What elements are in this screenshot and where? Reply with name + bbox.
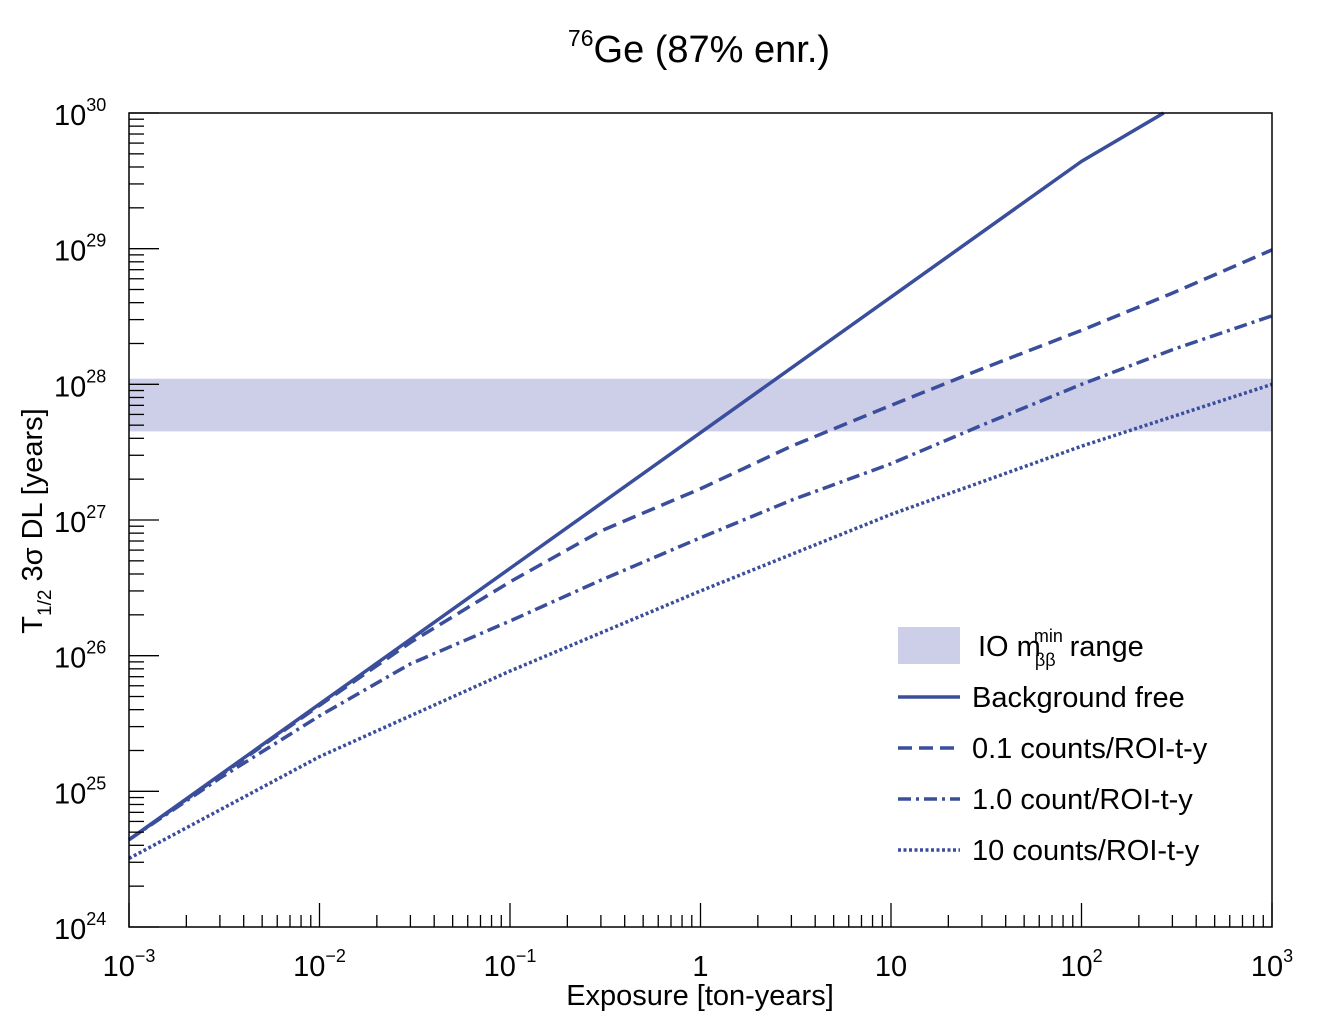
tick-label-layer: 10−3 10−2 10−1 1 10 102 103 1024 1025 1026 1027 102… [54, 95, 1293, 983]
y-tick-label: 1026 [54, 638, 106, 675]
series-line-dashdot [128, 314, 1273, 842]
legend-band-swatch [898, 627, 960, 664]
chart-title-superscript: 76 [568, 25, 594, 51]
legend-label: Background free [972, 682, 1185, 714]
series-line-dotted [128, 382, 1273, 861]
series-layer [127, 111, 1273, 861]
x-axis-label: Exposure [ton-years] [566, 980, 834, 1012]
series-line-dashed [127, 248, 1273, 842]
x-tick-label: 10−3 [103, 946, 156, 983]
legend-label: 0.1 counts/ROI-t-y [972, 733, 1208, 765]
x-tick-label: 10−2 [293, 946, 346, 983]
x-tick-label: 10−1 [484, 946, 537, 983]
y-tick-label: 1028 [54, 366, 106, 403]
x-tick-label: 103 [1251, 946, 1293, 983]
legend-entries: Background free 0.1 counts/ROI-t-y 1.0 cou… [898, 682, 1208, 867]
y-axis-label-base: T [17, 616, 49, 634]
y-tick-label: 1030 [54, 95, 106, 132]
y-tick-label: 1027 [54, 502, 106, 539]
y-tick-label: 1029 [54, 231, 106, 268]
legend-label: 1.0 count/ROI-t-y [972, 784, 1193, 816]
legend-label: 10 counts/ROI-t-y [972, 835, 1200, 867]
y-axis-label-rest: 3σ DL [years] [17, 408, 49, 589]
legend-band-label-sup: min [1034, 626, 1063, 646]
y-axis-label-subscript: 1/2 [35, 590, 56, 616]
chart-title-text: Ge (87% enr.) [594, 29, 831, 71]
y-axis-label: T1/2 3σ DL [years] [17, 408, 56, 633]
tick-layer [128, 112, 1273, 928]
chart-title: 76Ge (87% enr.) [568, 25, 830, 71]
legend-band-label-sub: ββ [1035, 650, 1056, 670]
x-tick-label: 1 [692, 951, 708, 983]
y-tick-label: 1024 [54, 909, 106, 946]
x-tick-label: 102 [1060, 946, 1102, 983]
io-range-band [129, 378, 1272, 432]
legend-band-label: IO mmin ββ range [978, 626, 1144, 670]
y-tick-label: 1025 [54, 773, 106, 810]
x-tick-label: 10 [875, 951, 907, 983]
